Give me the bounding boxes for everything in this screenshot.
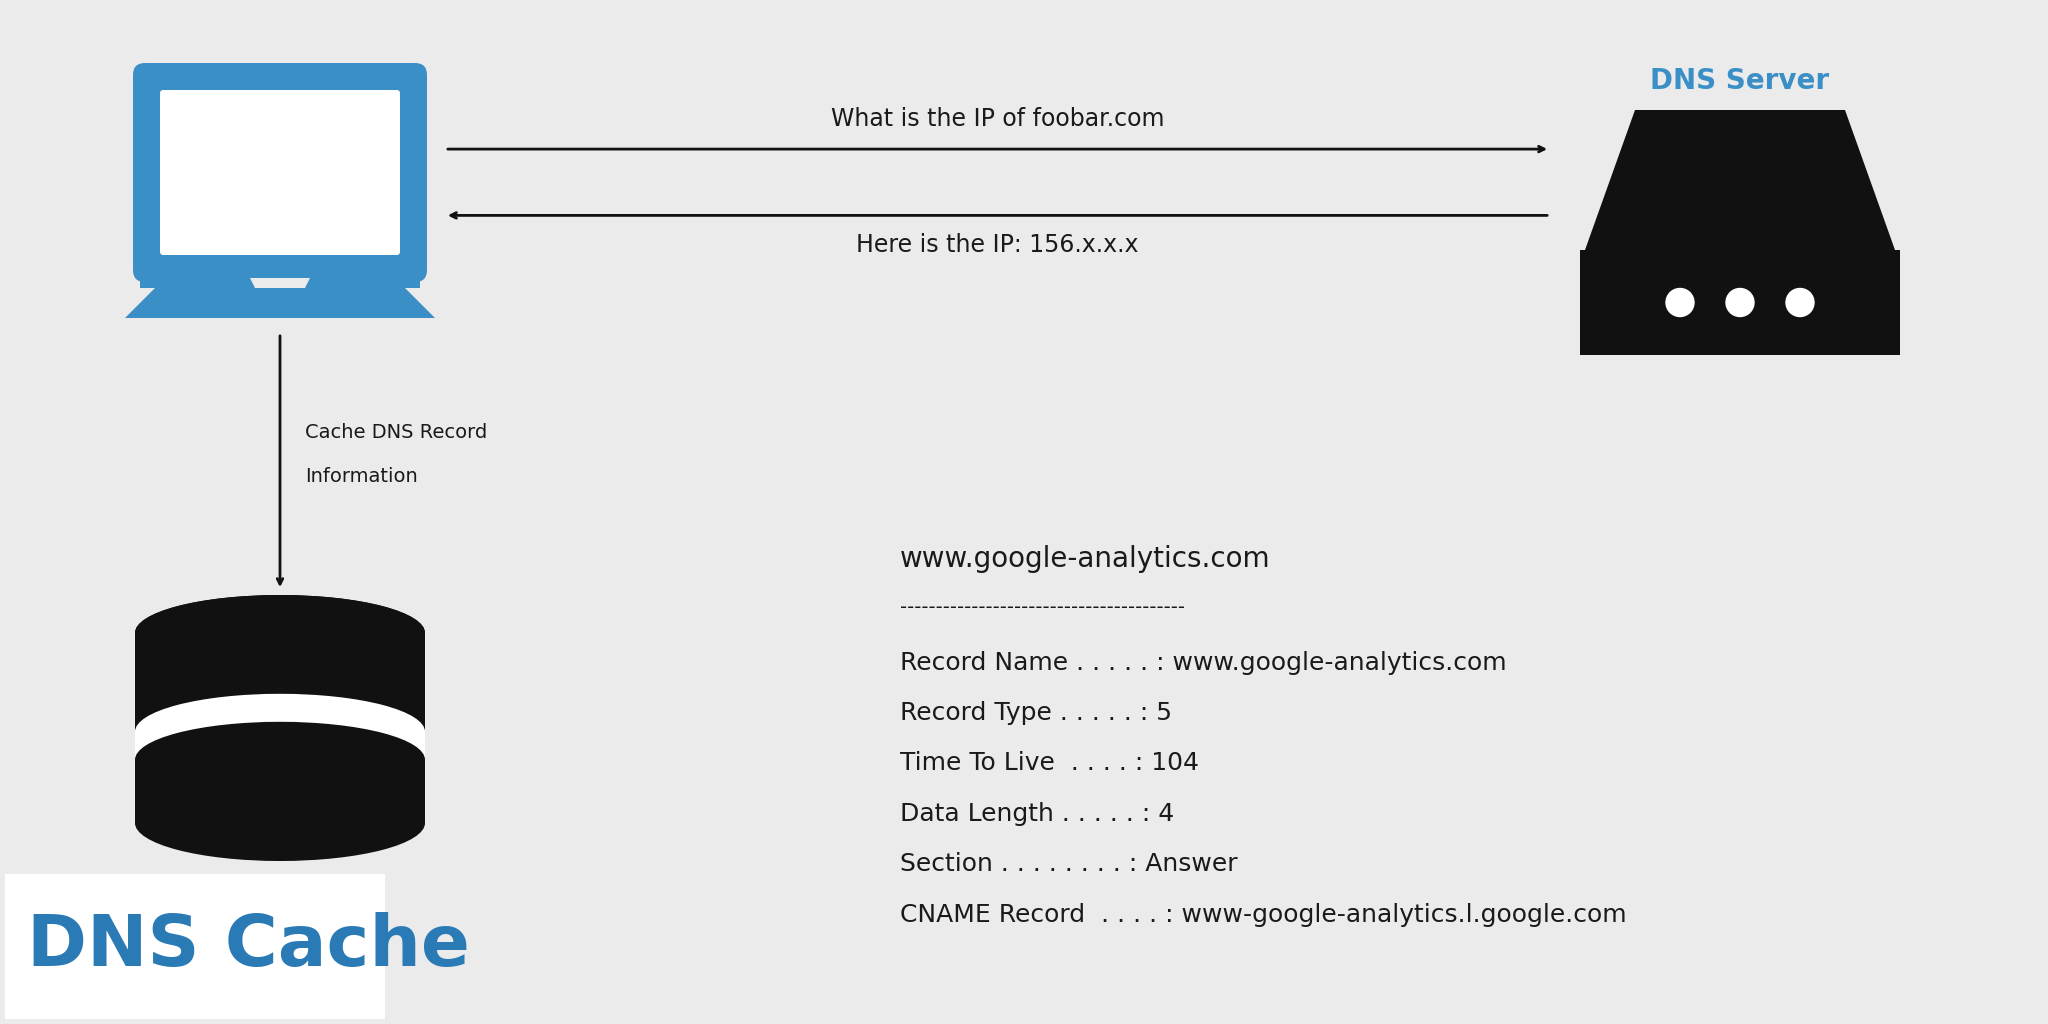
Text: DNS Server: DNS Server [1651, 67, 1829, 95]
Text: Cache DNS Record: Cache DNS Record [305, 423, 487, 441]
Text: Section . . . . . . . . : Answer: Section . . . . . . . . : Answer [899, 852, 1237, 877]
Polygon shape [139, 270, 420, 288]
Ellipse shape [135, 694, 426, 770]
Ellipse shape [135, 785, 426, 861]
Ellipse shape [135, 595, 426, 671]
Text: www.google-analytics.com: www.google-analytics.com [899, 545, 1270, 573]
Text: Record Type . . . . . : 5: Record Type . . . . . : 5 [899, 701, 1171, 725]
Text: CNAME Record  . . . . : www-google-analytics.l.google.com: CNAME Record . . . . : www-google-analyt… [899, 902, 1626, 927]
Polygon shape [1585, 110, 1894, 250]
Text: DNS Cache: DNS Cache [27, 912, 469, 981]
Text: Information: Information [305, 467, 418, 485]
FancyBboxPatch shape [4, 874, 385, 1019]
Text: Record Name . . . . . : www.google-analytics.com: Record Name . . . . . : www.google-analy… [899, 650, 1507, 675]
Text: Data Length . . . . . : 4: Data Length . . . . . : 4 [899, 802, 1174, 825]
FancyBboxPatch shape [1579, 250, 1901, 355]
Text: ----------------------------------------: ---------------------------------------- [899, 598, 1186, 616]
Text: What is the IP of foobar.com: What is the IP of foobar.com [831, 108, 1163, 131]
Text: OS Cache: OS Cache [213, 876, 346, 900]
FancyBboxPatch shape [135, 732, 426, 760]
Circle shape [1665, 289, 1694, 316]
Polygon shape [125, 288, 434, 318]
Ellipse shape [135, 595, 426, 671]
Circle shape [1726, 289, 1753, 316]
FancyBboxPatch shape [135, 633, 426, 823]
Polygon shape [250, 278, 309, 288]
Ellipse shape [135, 722, 426, 798]
Circle shape [1786, 289, 1815, 316]
FancyBboxPatch shape [133, 63, 426, 282]
Text: Here is the IP: 156.x.x.x: Here is the IP: 156.x.x.x [856, 233, 1139, 257]
Text: Time To Live  . . . . : 104: Time To Live . . . . : 104 [899, 752, 1198, 775]
FancyBboxPatch shape [160, 90, 399, 255]
